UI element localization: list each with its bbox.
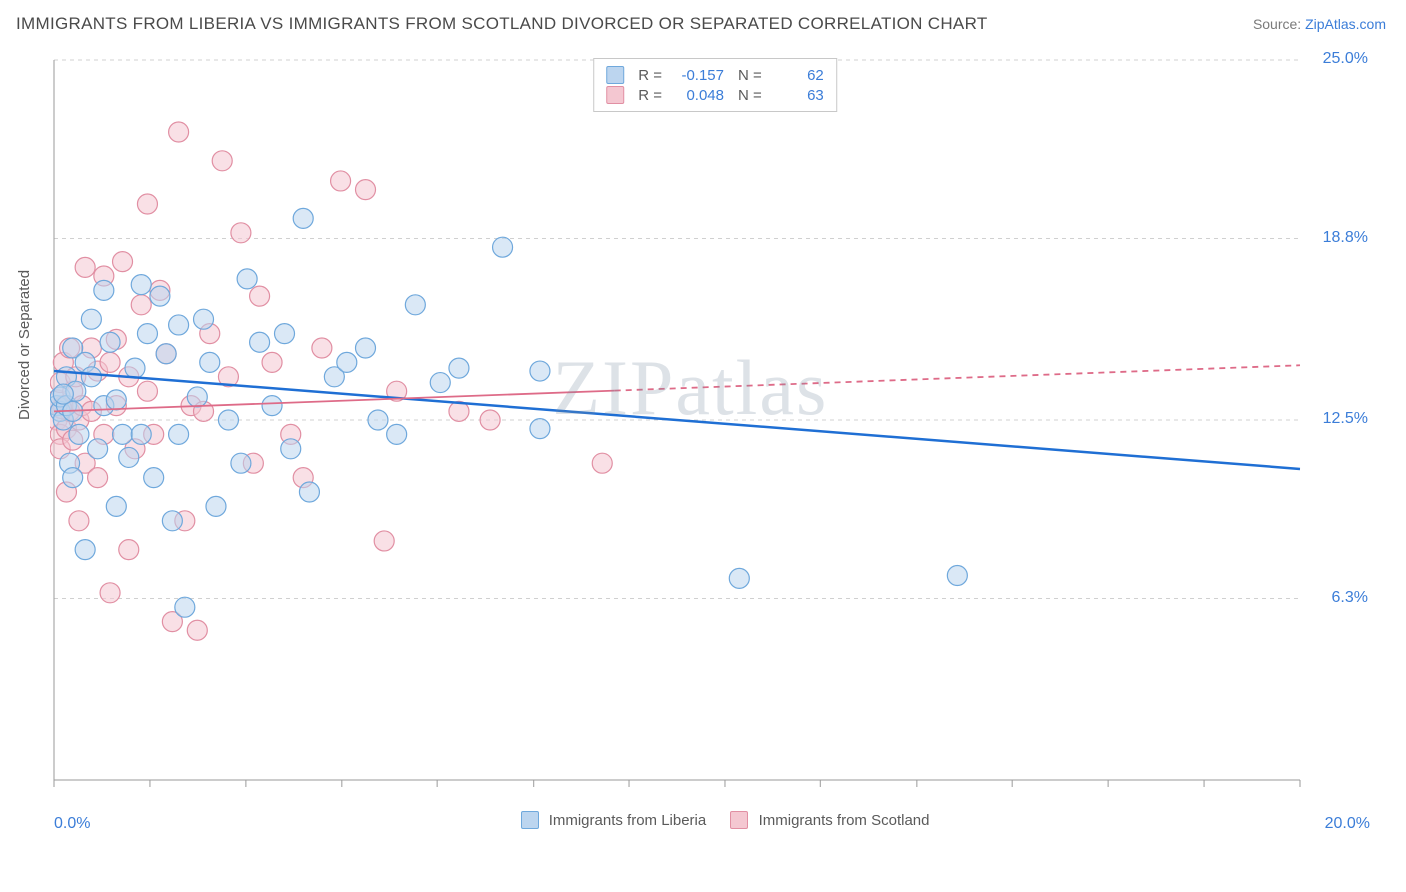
source-prefix: Source: xyxy=(1253,16,1305,32)
scatter-plot-svg xyxy=(50,56,1360,808)
y-axis-label: Divorced or Separated xyxy=(16,270,33,420)
top-legend-row-scotland: R = 0.048 N = 63 xyxy=(606,85,824,105)
legend-swatch-scotland xyxy=(730,811,748,829)
bottom-legend: Immigrants from Liberia Immigrants from … xyxy=(50,811,1380,829)
y-tick-label: 25.0% xyxy=(1323,50,1368,68)
y-tick-label: 12.5% xyxy=(1323,410,1368,428)
n-label: N = xyxy=(738,67,762,84)
n-value-liberia: 62 xyxy=(772,67,824,84)
top-legend-swatch-liberia xyxy=(606,66,624,84)
legend-swatch-liberia xyxy=(521,811,539,829)
top-legend-swatch-scotland xyxy=(606,86,624,104)
r-label: R = xyxy=(638,67,662,84)
r-label-2: R = xyxy=(638,87,662,104)
y-tick-label: 6.3% xyxy=(1332,589,1368,607)
r-value-scotland: 0.048 xyxy=(672,87,724,104)
chart-area: ZIPatlas 25.0%18.8%12.5%6.3% 0.0% 20.0% … xyxy=(50,56,1380,831)
n-value-scotland: 63 xyxy=(772,87,824,104)
chart-title: IMMIGRANTS FROM LIBERIA VS IMMIGRANTS FR… xyxy=(16,14,988,34)
legend-label-scotland: Immigrants from Scotland xyxy=(759,812,930,829)
top-legend-stats: R = -0.157 N = 62 R = 0.048 N = 63 xyxy=(593,58,837,112)
source-link[interactable]: ZipAtlas.com xyxy=(1305,16,1386,32)
n-label-2: N = xyxy=(738,87,762,104)
top-legend-row-liberia: R = -0.157 N = 62 xyxy=(606,65,824,85)
y-tick-label: 18.8% xyxy=(1323,229,1368,247)
r-value-liberia: -0.157 xyxy=(672,67,724,84)
source-attribution: Source: ZipAtlas.com xyxy=(1253,16,1386,32)
legend-label-liberia: Immigrants from Liberia xyxy=(549,812,707,829)
